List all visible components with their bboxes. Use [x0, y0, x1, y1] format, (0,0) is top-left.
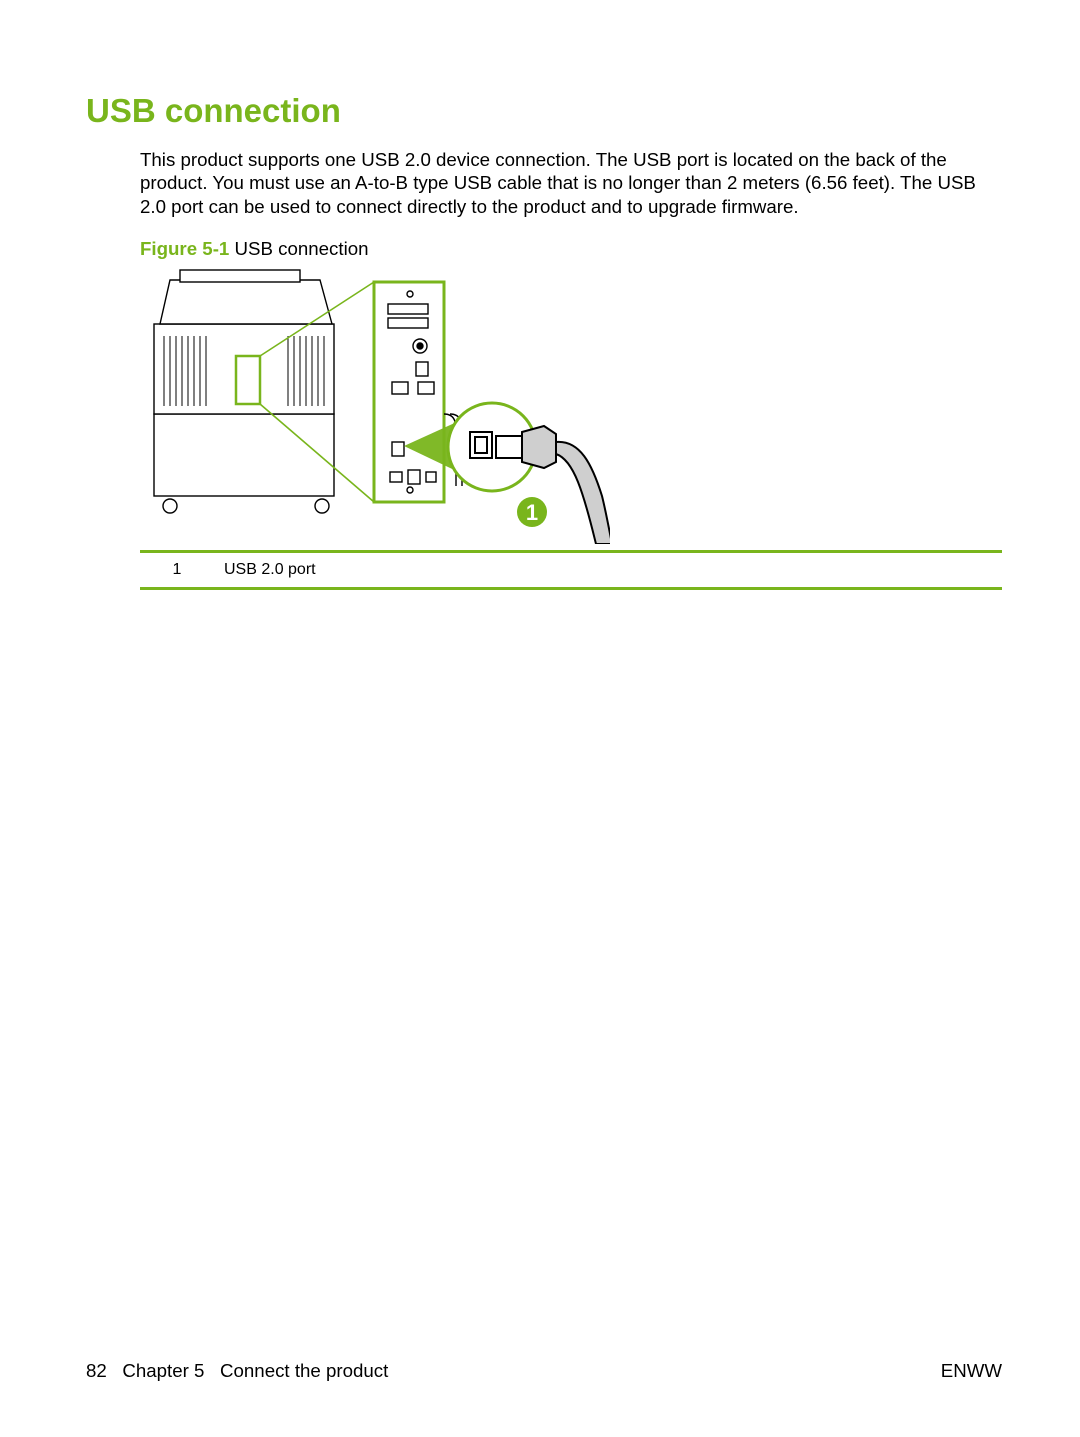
figure-label-caption: USB connection: [229, 238, 368, 259]
page-number: 82: [86, 1360, 107, 1381]
figure-label: Figure 5-1 USB connection: [140, 238, 1002, 260]
body-paragraph: This product supports one USB 2.0 device…: [140, 148, 992, 218]
figure: 1: [140, 264, 610, 544]
callout-number: 1: [526, 500, 538, 525]
footer-right: ENWW: [941, 1360, 1002, 1382]
page: USB connection This product supports one…: [0, 0, 1080, 1437]
usb-connection-diagram: 1: [140, 264, 610, 544]
legend-table: 1 USB 2.0 port: [140, 550, 1002, 590]
figure-label-prefix: Figure 5-1: [140, 238, 229, 259]
page-footer: 82 Chapter 5 Connect the product ENWW: [86, 1360, 1002, 1382]
legend-num: 1: [140, 552, 214, 589]
chapter-label: Chapter 5 Connect the product: [122, 1360, 388, 1381]
legend-desc: USB 2.0 port: [214, 552, 1002, 589]
legend-row: 1 USB 2.0 port: [140, 552, 1002, 589]
footer-left: 82 Chapter 5 Connect the product: [86, 1360, 388, 1382]
section-heading: USB connection: [86, 92, 1002, 130]
footer-sep: [107, 1360, 123, 1381]
